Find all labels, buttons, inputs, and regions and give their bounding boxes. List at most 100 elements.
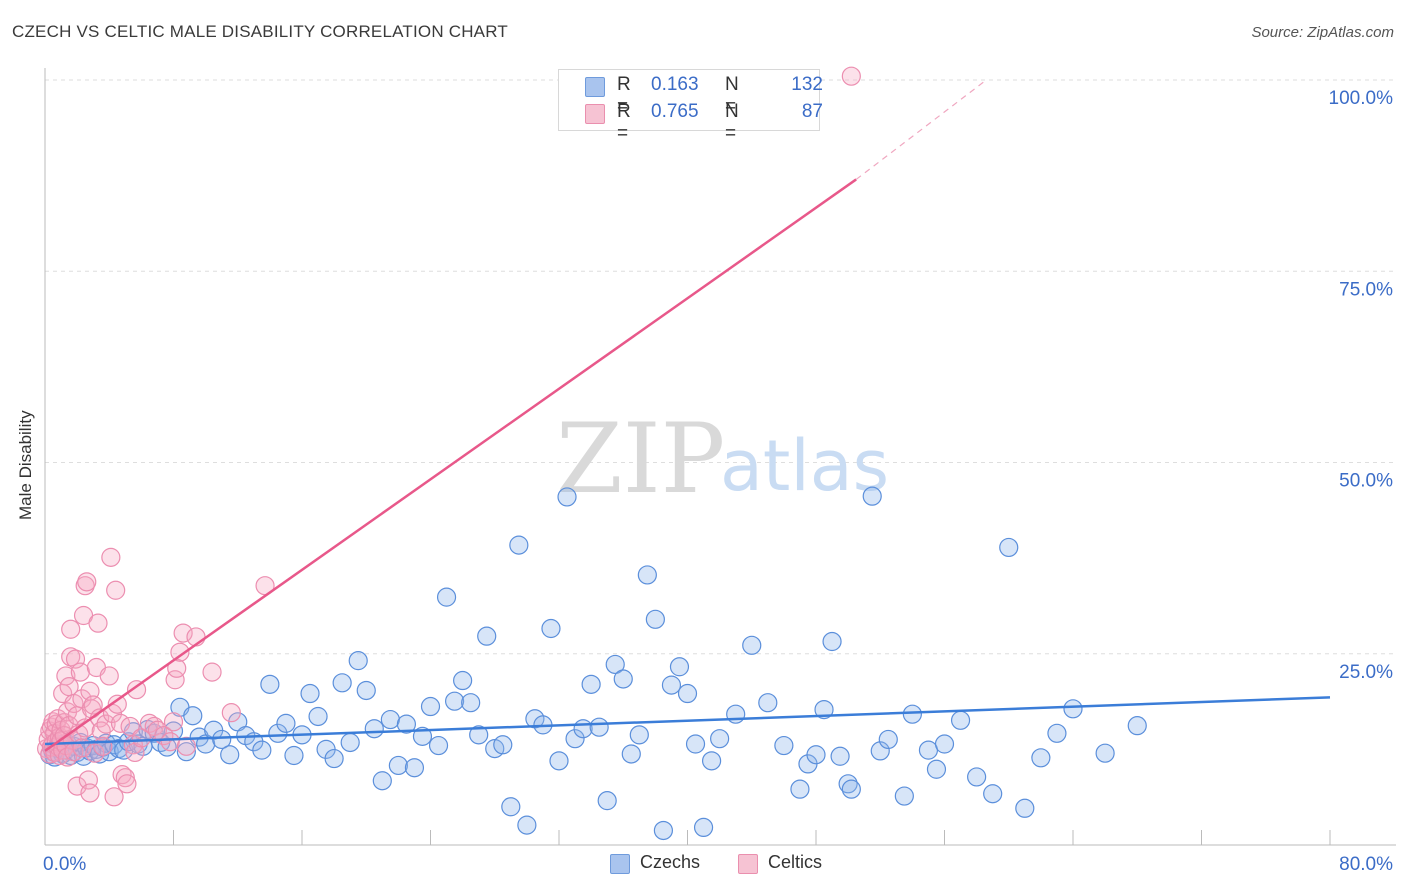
czechs-point-80 xyxy=(541,618,561,639)
czechs-point-114 xyxy=(862,486,882,506)
czechs-point-50 xyxy=(300,683,320,704)
axes xyxy=(44,68,1396,846)
czechs-point-59 xyxy=(372,771,392,791)
stats-legend: R = 0.163 N = 132 R = 0.765 N = 87 xyxy=(558,69,823,144)
czechs-point-121 xyxy=(934,734,955,754)
czechs-point-90 xyxy=(621,744,641,764)
czechs-point-131 xyxy=(1127,716,1147,736)
czechs-point-98 xyxy=(685,734,706,754)
czechs-point-95 xyxy=(661,675,682,695)
czechs-point-87 xyxy=(597,791,617,811)
czechs-point-99 xyxy=(693,817,714,838)
celtics-point-61 xyxy=(107,694,127,714)
czechs-point-91 xyxy=(629,725,649,745)
celtics-point-84 xyxy=(221,703,241,723)
czechs-point-83 xyxy=(565,729,585,749)
watermark-atlas: atlas xyxy=(720,425,889,507)
czechs-point-127 xyxy=(1031,748,1051,768)
czechs-point-120 xyxy=(926,759,947,779)
celtics-trend-line xyxy=(44,178,857,752)
czechs-points xyxy=(40,486,1147,841)
celtics-point-69 xyxy=(126,680,147,700)
x-tick-label-min: 0.0% xyxy=(43,854,86,875)
czechs-point-125 xyxy=(999,537,1019,558)
czechs-point-92 xyxy=(637,565,657,585)
czechs-point-72 xyxy=(477,626,497,646)
celtics-point-57 xyxy=(101,547,121,567)
czechs-point-100 xyxy=(701,751,722,771)
celtics-point-49 xyxy=(85,743,105,763)
watermark-zip: ZIP xyxy=(556,403,725,515)
czechs-point-81 xyxy=(549,751,569,771)
czechs-point-89 xyxy=(613,669,633,689)
y-axis-label: Male Disability xyxy=(16,410,35,520)
celtics-point-56 xyxy=(99,666,119,686)
czechs-point-124 xyxy=(983,784,1003,804)
celtics-swatch xyxy=(585,104,605,124)
chart-title: CZECH VS CELTIC MALE DISABILITY CORRELAT… xyxy=(12,22,508,41)
celtics-legend-swatch xyxy=(738,854,758,874)
r-value: 0.163 xyxy=(651,74,699,95)
czechs-point-75 xyxy=(501,797,521,817)
celtics-point-70 xyxy=(131,728,151,748)
celtics-point-83 xyxy=(202,662,222,682)
celtics-point-43 xyxy=(77,572,97,592)
czechs-point-71 xyxy=(469,725,489,745)
czechs-point-103 xyxy=(742,635,762,655)
czechs-point-64 xyxy=(412,726,433,746)
czechs-point-111 xyxy=(830,746,850,766)
gridlines xyxy=(45,79,1396,655)
czechs-point-69 xyxy=(453,670,473,691)
czechs-point-126 xyxy=(1015,798,1035,818)
czechs-point-40 xyxy=(220,745,240,765)
czechs-point-62 xyxy=(396,714,417,734)
czechs-point-112 xyxy=(838,774,858,794)
celtics-legend-label: Celtics xyxy=(768,852,823,872)
celtics-point-76 xyxy=(163,712,184,732)
czechs-point-106 xyxy=(790,779,810,799)
celtics-point-75 xyxy=(160,732,180,752)
trend-lines xyxy=(44,79,1331,752)
celtics-point-65 xyxy=(117,774,137,794)
czechs-trend-line xyxy=(44,696,1331,746)
y-tick-label-3: 100.0% xyxy=(1329,88,1394,109)
czechs-point-123 xyxy=(967,767,987,787)
czechs-point-46 xyxy=(268,723,288,743)
czechs-point-45 xyxy=(260,674,280,694)
r-value: 0.765 xyxy=(651,101,699,122)
czechs-point-118 xyxy=(902,704,922,724)
czechs-legend-swatch xyxy=(610,854,630,874)
czechs-point-86 xyxy=(589,717,609,737)
czechs-point-85 xyxy=(581,674,601,694)
celtics-point-46 xyxy=(80,783,100,803)
n-value: 132 xyxy=(791,74,823,95)
czechs-point-108 xyxy=(806,745,826,765)
r-label: R = xyxy=(617,74,631,117)
czechs-point-129 xyxy=(1063,699,1083,719)
celtics-point-59 xyxy=(104,787,124,807)
czechs-point-77 xyxy=(517,815,537,835)
celtics-point-66 xyxy=(120,716,140,737)
celtics-point-81 xyxy=(176,736,196,756)
czechs-point-70 xyxy=(461,693,481,713)
n-value: 87 xyxy=(801,101,823,122)
czechs-point-67 xyxy=(436,587,457,607)
czechs-point-68 xyxy=(444,691,465,711)
czechs-swatch xyxy=(585,77,605,97)
czechs-point-119 xyxy=(918,740,939,760)
celtics-point-79 xyxy=(170,642,190,662)
czechs-point-94 xyxy=(653,820,674,841)
n-label: N = xyxy=(725,101,739,144)
czechs-point-110 xyxy=(822,631,842,652)
tick-labels: 25.0% 50.0% 75.0% 100.0% 0.0% 80.0% xyxy=(43,88,1393,875)
celtics-point-29 xyxy=(61,619,81,639)
czechs-point-54 xyxy=(332,673,352,693)
czechs-legend-label: Czechs xyxy=(640,852,701,872)
czechs-point-34 xyxy=(176,742,196,762)
celtics-point-15 xyxy=(49,745,70,766)
czechs-point-44 xyxy=(252,740,272,760)
czechs-point-76 xyxy=(509,535,529,555)
czechs-point-102 xyxy=(726,704,746,724)
celtics-point-60 xyxy=(106,580,126,600)
